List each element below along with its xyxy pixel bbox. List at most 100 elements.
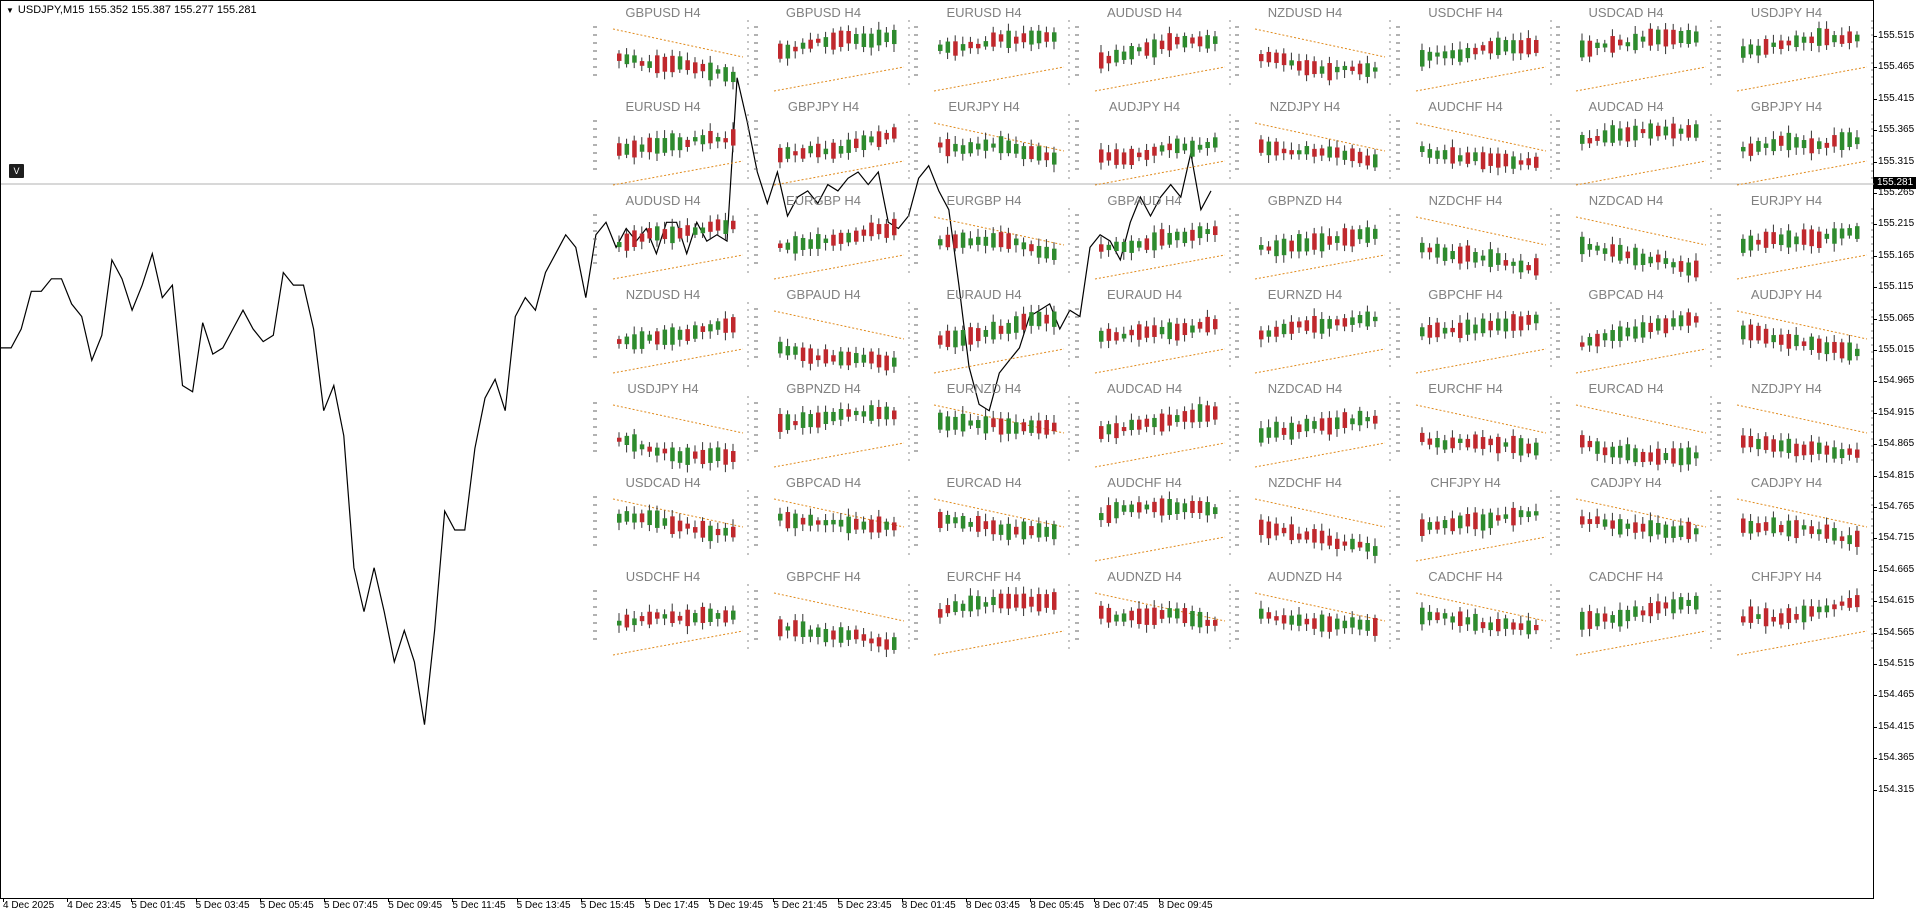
mini-chart[interactable]: AUDUSD H4 — [593, 193, 753, 289]
mini-chart[interactable]: GBPNZD H4 — [753, 381, 914, 477]
mini-trend-line — [1575, 216, 1707, 246]
mini-chart[interactable]: GBPAUD H4 — [753, 287, 914, 383]
mini-chart[interactable]: EURUSD H4 — [593, 99, 753, 195]
mini-chart[interactable]: EURJPY H4 — [914, 99, 1074, 195]
mini-chart[interactable]: AUDCHF H4 — [1395, 99, 1556, 195]
candle-bear — [1297, 533, 1302, 540]
mini-chart[interactable]: AUDNZD H4 — [1074, 569, 1235, 665]
mini-chart[interactable]: AUDCAD H4 — [1074, 381, 1235, 477]
mini-chart[interactable]: NZDUSD H4 — [593, 287, 753, 383]
chart-window[interactable]: GBPUSD H4 GBPUSD H4 EURUSD H4 AUDUSD H4 NZDU… — [0, 0, 1877, 900]
candle-bear — [845, 409, 851, 417]
candle-bear — [1824, 524, 1829, 539]
mini-chart[interactable]: EURUSD H4 — [914, 5, 1074, 101]
candle-bear — [700, 326, 706, 332]
candle-bull — [938, 412, 943, 430]
candle-bear — [1648, 603, 1653, 617]
mini-chart[interactable]: GBPCHF H4 — [753, 569, 914, 665]
mini-chart[interactable]: USDCAD H4 — [1556, 5, 1716, 101]
candle-bear — [1518, 623, 1523, 630]
candle-bull — [1335, 236, 1340, 243]
v-button[interactable]: V — [9, 164, 24, 178]
candle-bull — [1602, 130, 1608, 143]
candle-bear — [1595, 516, 1600, 525]
price-chart[interactable] — [1, 1, 1875, 900]
mini-chart[interactable]: GBPCHF H4 — [1395, 287, 1556, 383]
candle-bear — [1029, 526, 1034, 536]
candle-bull — [891, 357, 896, 367]
mini-chart[interactable]: GBPNZD H4 — [1235, 193, 1395, 289]
mini-chart[interactable]: NZDCAD H4 — [1235, 381, 1395, 477]
mini-chart[interactable]: EURNZD H4 — [914, 381, 1074, 477]
candle-bull — [1006, 30, 1011, 48]
mini-chart[interactable]: EURJPY H4 — [1716, 193, 1877, 289]
candle-bear — [883, 132, 889, 140]
mini-chart[interactable]: NZDCHF H4 — [1395, 193, 1556, 289]
mini-chart[interactable]: GBPUSD H4 — [753, 5, 914, 101]
collapse-triangle-icon[interactable]: ▼ — [6, 5, 14, 15]
mini-chart[interactable]: EURGBP H4 — [914, 193, 1074, 289]
mini-chart[interactable]: AUDCHF H4 — [1074, 475, 1235, 571]
mini-chart[interactable]: GBPUSD H4 — [593, 5, 753, 101]
mini-chart[interactable]: USDJPY H4 — [1716, 5, 1877, 101]
candle-bear — [1640, 523, 1646, 532]
mini-chart[interactable]: GBPCAD H4 — [1556, 287, 1716, 383]
candle-bull — [853, 33, 858, 44]
mini-chart-plot — [753, 114, 910, 186]
candle-bear — [953, 234, 958, 249]
candle-bull — [960, 515, 966, 529]
mini-chart[interactable]: NZDCAD H4 — [1556, 193, 1716, 289]
candle-bull — [662, 518, 668, 526]
mini-chart[interactable]: EURGBP H4 — [753, 193, 914, 289]
mini-chart[interactable]: CADCHF H4 — [1395, 569, 1556, 665]
mini-chart[interactable]: EURNZD H4 — [1235, 287, 1395, 383]
candle-bear — [1029, 146, 1034, 160]
mini-chart[interactable]: GBPJPY H4 — [753, 99, 914, 195]
candle-bear — [968, 41, 973, 49]
mini-chart[interactable]: CHFJPY H4 — [1716, 569, 1877, 665]
candle-bull — [785, 346, 790, 356]
candle-bull — [1854, 137, 1859, 145]
candle-bull — [1419, 242, 1424, 253]
mini-chart[interactable]: EURAUD H4 — [914, 287, 1074, 383]
mini-chart[interactable]: AUDUSD H4 — [1074, 5, 1235, 101]
mini-chart[interactable]: AUDNZD H4 — [1235, 569, 1395, 665]
mini-chart[interactable]: NZDJPY H4 — [1716, 381, 1877, 477]
mini-chart[interactable]: USDJPY H4 — [593, 381, 753, 477]
candle-bear — [1525, 38, 1531, 55]
candle-bear — [1449, 437, 1455, 449]
mini-chart[interactable]: CADCHF H4 — [1556, 569, 1716, 665]
time-scale[interactable]: 4 Dec 2025 4 Dec 23:45 5 Dec 01:45 5 Dec 03… — [0, 899, 1874, 915]
mini-chart[interactable]: USDCAD H4 — [593, 475, 753, 571]
price-scale[interactable]: 155.515 155.465 155.415 155.365 155.315 155.2… — [1874, 0, 1916, 899]
candle-bull — [777, 341, 782, 354]
mini-chart[interactable]: AUDJPY H4 — [1074, 99, 1235, 195]
mini-chart[interactable]: AUDCAD H4 — [1556, 99, 1716, 195]
candle-bear — [945, 605, 951, 614]
mini-chart[interactable]: CHFJPY H4 — [1395, 475, 1556, 571]
mini-chart[interactable]: NZDCHF H4 — [1235, 475, 1395, 571]
mini-chart[interactable]: EURCHF H4 — [1395, 381, 1556, 477]
mini-chart[interactable]: GBPAUD H4 — [1074, 193, 1235, 289]
mini-chart[interactable]: CADJPY H4 — [1556, 475, 1716, 571]
mini-chart[interactable]: EURAUD H4 — [1074, 287, 1235, 383]
mini-chart[interactable]: GBPJPY H4 — [1716, 99, 1877, 195]
mini-chart[interactable]: EURCAD H4 — [914, 475, 1074, 571]
candle-bull — [1580, 611, 1585, 630]
mini-chart[interactable]: AUDJPY H4 — [1716, 287, 1877, 383]
candle-bull — [1365, 227, 1370, 243]
mini-chart[interactable]: GBPCAD H4 — [753, 475, 914, 571]
candle-bull — [853, 353, 858, 364]
mini-chart-title: NZDCAD H4 — [1588, 193, 1664, 208]
mini-chart[interactable]: EURCHF H4 — [914, 569, 1074, 665]
candle-bear — [1189, 37, 1195, 44]
mini-chart[interactable]: NZDUSD H4 — [1235, 5, 1395, 101]
candle-bear — [1335, 147, 1340, 158]
price-label: 154.915 — [1878, 406, 1915, 418]
mini-chart[interactable]: USDCHF H4 — [1395, 5, 1556, 101]
price-tick — [1874, 789, 1877, 791]
mini-chart[interactable]: USDCHF H4 — [593, 569, 753, 665]
mini-chart[interactable]: EURCAD H4 — [1556, 381, 1716, 477]
mini-chart[interactable]: CADJPY H4 — [1716, 475, 1877, 571]
mini-chart[interactable]: NZDJPY H4 — [1235, 99, 1395, 195]
